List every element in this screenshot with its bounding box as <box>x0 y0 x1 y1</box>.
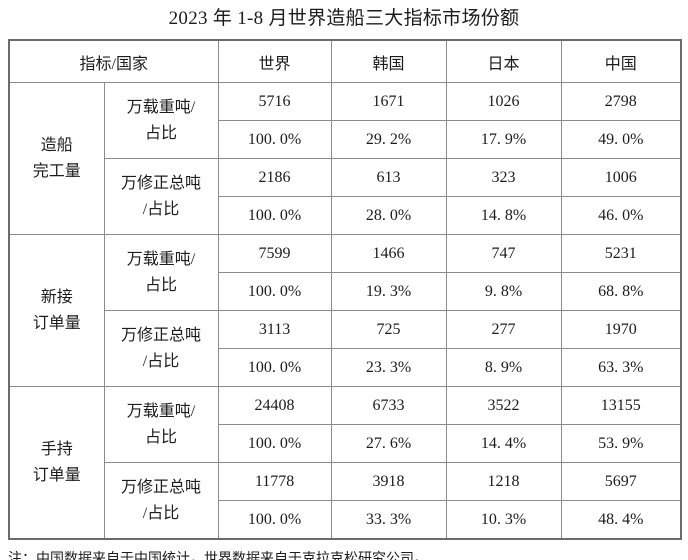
value-cell: 2798 <box>560 82 682 121</box>
share-cell: 100. 0% <box>217 120 332 159</box>
country-header-korea: 韩国 <box>330 39 447 83</box>
share-cell: 100. 0% <box>217 424 332 463</box>
metric-label-cgt: 万修正总吨 /占比 <box>103 310 219 387</box>
footnote: 注：中国数据来自于中国统计，世界数据来自于克拉克松研究公司。 <box>8 552 428 560</box>
value-cell: 5697 <box>560 462 682 501</box>
share-cell: 28. 0% <box>330 196 447 235</box>
value-cell: 613 <box>330 158 447 197</box>
value-cell: 277 <box>445 310 562 349</box>
section-label-order-backlog: 手持 订单量 <box>8 386 105 540</box>
share-cell: 27. 6% <box>330 424 447 463</box>
value-cell: 5231 <box>560 234 682 273</box>
table-row: 万修正总吨 /占比 2186 613 323 1006 <box>9 158 682 235</box>
value-cell: 747 <box>445 234 562 273</box>
table-row: 100. 0% 29. 2% 17. 9% 49. 0% <box>9 120 682 159</box>
share-cell: 23. 3% <box>330 348 447 387</box>
metric-label-line: /占比 <box>142 352 180 370</box>
corner-header-cell: 指标/国家 <box>8 39 219 83</box>
value-cell: 11778 <box>217 462 332 501</box>
metric-label-line: 万载重吨/ <box>126 402 196 420</box>
metric-label-line: 万修正总吨 <box>121 478 202 496</box>
page-title: 2023 年 1-8 月世界造船三大指标市场份额 <box>168 8 520 29</box>
metric-label-dwt: 万载重吨/ 占比 <box>103 386 219 463</box>
value-cell: 24408 <box>217 386 332 425</box>
metric-label-line: 万修正总吨 <box>121 174 202 192</box>
value-cell: 2186 <box>217 158 332 197</box>
table-row: 100. 0% 23. 3% 8. 9% 63. 3% <box>9 348 682 387</box>
header-row: 指标/国家 世界 韩国 日本 中国 <box>8 39 682 83</box>
metric-label-line: 万载重吨/ <box>126 98 196 116</box>
value-cell: 3522 <box>445 386 562 425</box>
table-row: 100. 0% 33. 3% 10. 3% 48. 4% <box>9 500 682 540</box>
metric-label-cgt: 万修正总吨 /占比 <box>103 462 219 540</box>
value-cell: 6733 <box>330 386 447 425</box>
value-cell: 7599 <box>217 234 332 273</box>
metric-label-line: /占比 <box>142 200 180 218</box>
section-label-completions: 造船 完工量 <box>8 82 105 235</box>
share-cell: 100. 0% <box>217 196 332 235</box>
metric-label-line: 占比 <box>145 276 178 294</box>
metric-label-line: 占比 <box>145 124 178 142</box>
table-row: 手持 订单量 万载重吨/ 占比 24408 6733 3522 13155 <box>8 386 682 540</box>
share-cell: 53. 9% <box>560 424 682 463</box>
section-label-line: 手持 <box>40 440 73 458</box>
value-cell: 1026 <box>445 82 562 121</box>
section-label-line: 订单量 <box>32 314 81 332</box>
share-cell: 46. 0% <box>560 196 682 235</box>
shipbuilding-share-table: 指标/国家 世界 韩国 日本 中国 造船 完工量 万载重吨/ 占比 5716 1… <box>8 39 683 540</box>
share-cell: 48. 4% <box>560 500 682 540</box>
section-label-line: 造船 <box>40 136 73 154</box>
value-cell: 3113 <box>217 310 332 349</box>
metric-label-cgt: 万修正总吨 /占比 <box>103 158 219 235</box>
metric-label-line: 万载重吨/ <box>126 250 196 268</box>
share-cell: 68. 8% <box>560 272 682 311</box>
value-cell: 725 <box>330 310 447 349</box>
table-row: 100. 0% 19. 3% 9. 8% 68. 8% <box>9 272 682 311</box>
table-row: 100. 0% 28. 0% 14. 8% 46. 0% <box>9 196 682 235</box>
value-cell: 1671 <box>330 82 447 121</box>
section-label-line: 完工量 <box>32 162 81 180</box>
country-header-japan: 日本 <box>445 39 562 83</box>
table-row: 万修正总吨 /占比 3113 725 277 1970 <box>9 310 682 387</box>
share-cell: 19. 3% <box>330 272 447 311</box>
share-cell: 14. 8% <box>445 196 562 235</box>
table-row: 新接 订单量 万载重吨/ 占比 7599 1466 747 5231 <box>8 234 682 387</box>
value-cell: 1466 <box>330 234 447 273</box>
share-cell: 100. 0% <box>217 348 332 387</box>
share-cell: 10. 3% <box>445 500 562 540</box>
share-cell: 100. 0% <box>217 272 332 311</box>
value-cell: 1218 <box>445 462 562 501</box>
value-cell: 3918 <box>330 462 447 501</box>
share-cell: 29. 2% <box>330 120 447 159</box>
share-cell: 14. 4% <box>445 424 562 463</box>
section-label-line: 新接 <box>40 288 73 306</box>
share-cell: 100. 0% <box>217 500 332 540</box>
value-cell: 1970 <box>560 310 682 349</box>
metric-label-dwt: 万载重吨/ 占比 <box>103 82 219 159</box>
table-row: 万修正总吨 /占比 11778 3918 1218 5697 <box>9 462 682 540</box>
country-header-world: 世界 <box>217 39 332 83</box>
share-cell: 8. 9% <box>445 348 562 387</box>
section-label-line: 订单量 <box>32 466 81 484</box>
value-cell: 13155 <box>560 386 682 425</box>
share-cell: 9. 8% <box>445 272 562 311</box>
value-cell: 323 <box>445 158 562 197</box>
value-cell: 5716 <box>217 82 332 121</box>
table-row: 100. 0% 27. 6% 14. 4% 53. 9% <box>9 424 682 463</box>
share-cell: 49. 0% <box>560 120 682 159</box>
section-label-new-orders: 新接 订单量 <box>8 234 105 387</box>
share-cell: 33. 3% <box>330 500 447 540</box>
metric-label-dwt: 万载重吨/ 占比 <box>103 234 219 311</box>
value-cell: 1006 <box>560 158 682 197</box>
country-header-china: 中国 <box>560 39 682 83</box>
share-cell: 63. 3% <box>560 348 682 387</box>
metric-label-line: 占比 <box>145 428 178 446</box>
metric-label-line: /占比 <box>142 504 180 522</box>
table-row: 造船 完工量 万载重吨/ 占比 5716 1671 1026 2798 <box>8 82 682 235</box>
share-cell: 17. 9% <box>445 120 562 159</box>
metric-label-line: 万修正总吨 <box>121 326 202 344</box>
